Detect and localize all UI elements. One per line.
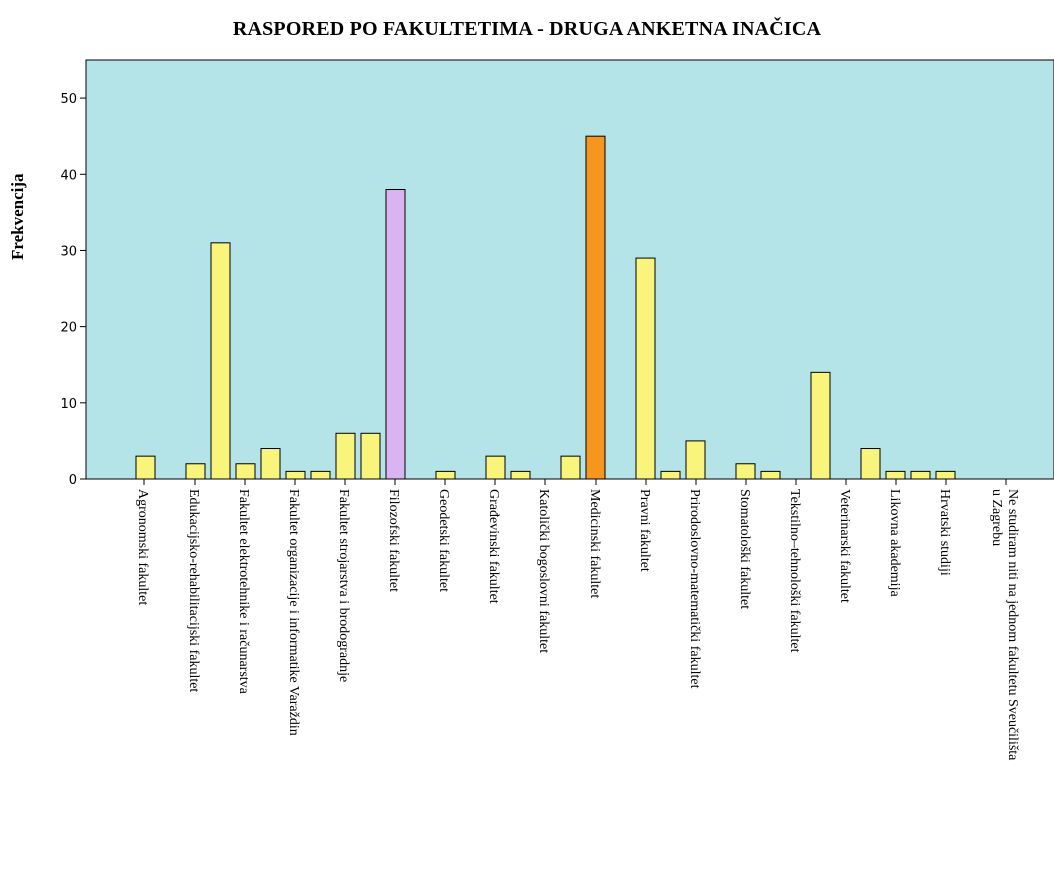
x-tick-label: Pravni fakultet	[637, 489, 652, 572]
y-tick-label: 10	[60, 397, 77, 412]
x-axis-ticks	[143, 479, 1007, 485]
y-tick-label: 20	[60, 321, 77, 336]
bar	[560, 455, 581, 480]
y-tick-label: 40	[60, 168, 77, 183]
bar	[735, 463, 756, 480]
bar	[385, 189, 406, 480]
x-tick-label: Agronomski fakultet	[135, 489, 150, 605]
bar	[235, 463, 256, 480]
bar	[485, 455, 506, 480]
x-tick-label: Ne studiram niti na jednom fakultetu Sve…	[1005, 489, 1020, 761]
x-tick-label: Edukacijsko-rehabilitacijski fakultet	[186, 489, 201, 692]
bar	[510, 470, 531, 480]
bar	[885, 470, 906, 480]
y-tick-label: 0	[69, 473, 77, 488]
bar	[185, 463, 206, 480]
y-tick-label: 50	[60, 92, 77, 107]
x-tick-label: Fakultet organizacije i informatike Vara…	[286, 489, 301, 736]
x-tick-label: Geodetski fakultet	[436, 489, 451, 592]
bar	[860, 448, 881, 480]
x-tick-label: Katolički bogoslovni fakultet	[536, 489, 551, 653]
bars-group	[135, 135, 956, 480]
chart-title: RASPORED PO FAKULTETIMA - DRUGA ANKETNA …	[232, 18, 822, 40]
y-tick-label: 30	[60, 244, 77, 259]
bar	[435, 470, 456, 480]
x-tick-label: Filozofski fakultet	[386, 489, 401, 592]
bar	[760, 470, 781, 480]
x-tick-label: Stomatološki fakultet	[737, 489, 752, 609]
x-tick-label: u Zagrebu	[989, 489, 1004, 546]
bar	[360, 432, 381, 480]
bar	[260, 448, 281, 480]
bar	[810, 371, 831, 480]
bar	[685, 440, 706, 480]
plot-area	[85, 59, 1054, 480]
bar	[635, 257, 656, 480]
bar	[910, 470, 931, 480]
x-tick-label: Fakultet strojarstva i brodogradnje	[336, 489, 351, 682]
x-tick-label: Fakultet elektrotehnike i računarstva	[236, 489, 251, 695]
x-tick-label: Veterinarski fakultet	[837, 489, 852, 603]
bar	[335, 432, 356, 480]
bar	[210, 242, 231, 480]
bar	[585, 135, 606, 480]
x-tick-label: Prirodoslovno-matematički fakultet	[687, 489, 702, 689]
x-tick-label: Hrvatski studiji	[937, 489, 952, 576]
x-tick-label: Građevinski fakultet	[486, 489, 501, 604]
x-tick-label: Likovna akademija	[887, 489, 902, 597]
x-tick-label: Tekstilno–tehnološki fakultet	[787, 489, 802, 653]
bar	[285, 470, 306, 480]
bar	[660, 470, 681, 480]
y-axis-ticks: 0 10 20 30 40 50	[60, 92, 86, 488]
x-tick-label: Medicinski fakultet	[587, 489, 602, 598]
bar	[935, 470, 956, 480]
bar	[135, 455, 156, 480]
x-axis-labels: Agronomski fakultet Edukacijsko-rehabilit…	[135, 489, 1020, 761]
bar	[310, 470, 331, 480]
